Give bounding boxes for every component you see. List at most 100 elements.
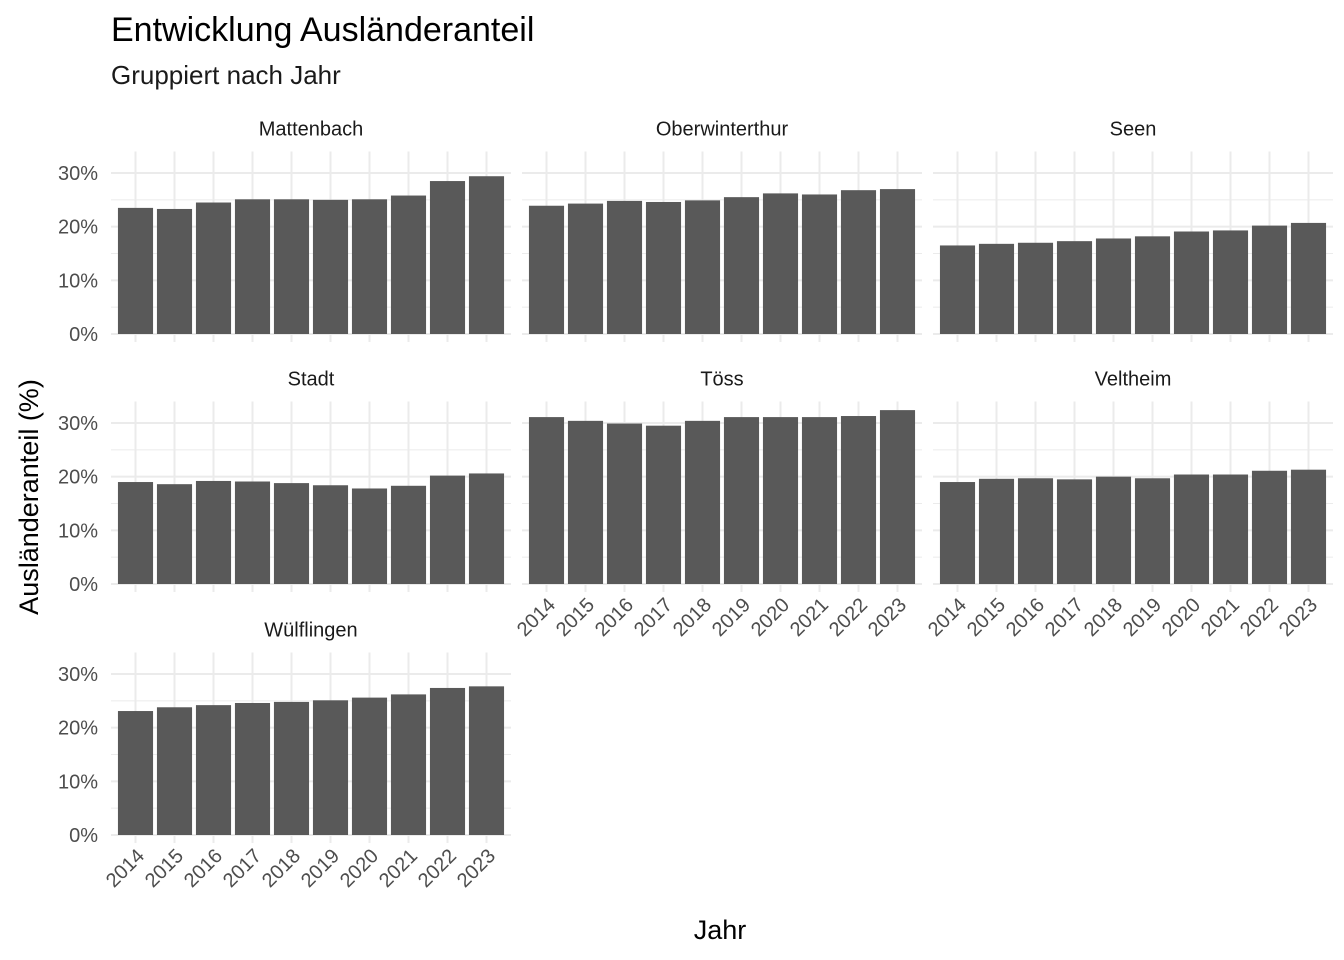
bar [1134, 478, 1171, 584]
bar [156, 208, 193, 334]
y-tick-label: 20% [58, 217, 98, 239]
bar [273, 701, 310, 835]
bar [1017, 478, 1054, 584]
x-tick-label: 2017 [1041, 594, 1088, 641]
bar [117, 482, 154, 584]
bar [273, 483, 310, 584]
bar [762, 193, 799, 334]
bar [468, 473, 505, 584]
bar [1212, 474, 1249, 584]
x-tick-label: 2020 [1158, 594, 1205, 641]
bar [390, 485, 427, 584]
y-tick-label: 30% [58, 163, 98, 185]
bar [1095, 238, 1132, 334]
bar [801, 417, 838, 584]
bar [234, 481, 271, 584]
y-axis-title: Ausländeranteil (%) [14, 379, 44, 615]
x-tick-label: 2022 [1236, 594, 1283, 641]
bar [567, 203, 604, 334]
x-tick-label: 2019 [297, 845, 344, 892]
bar [1173, 231, 1210, 334]
bar [528, 205, 565, 334]
bar [801, 194, 838, 334]
bar [312, 485, 349, 584]
x-tick-label: 2021 [375, 845, 422, 892]
bar [1056, 241, 1093, 334]
x-tick-label: 2018 [1080, 594, 1127, 641]
y-tick-label: 0% [69, 825, 98, 847]
x-tick-label: 2021 [1197, 594, 1244, 641]
bar [468, 686, 505, 835]
bar [879, 189, 916, 334]
facet-panel-7: Wülflingen0%10%20%30%2014201520162017201… [58, 620, 511, 892]
x-tick-label: 2014 [513, 594, 560, 641]
x-tick-label: 2017 [630, 594, 677, 641]
x-tick-label: 2018 [258, 845, 305, 892]
y-tick-label: 10% [58, 270, 98, 292]
y-tick-label: 20% [58, 718, 98, 740]
bar [1173, 474, 1210, 584]
x-tick-label: 2021 [786, 594, 833, 641]
bar [312, 700, 349, 835]
bar [723, 417, 760, 584]
bar [429, 475, 466, 584]
chart-subtitle: Gruppiert nach Jahr [111, 60, 341, 90]
facet-panel-3: Seen [933, 119, 1333, 342]
bar [939, 482, 976, 584]
bar [390, 694, 427, 835]
facet-label: Oberwinterthur [656, 119, 789, 141]
bar [195, 705, 232, 835]
bar [879, 410, 916, 584]
bar [195, 202, 232, 334]
bar [645, 425, 682, 584]
bar [429, 687, 466, 835]
facet-label: Wülflingen [264, 620, 357, 642]
y-tick-label: 0% [69, 574, 98, 596]
bar [978, 243, 1015, 334]
bar [528, 417, 565, 584]
bar [1251, 225, 1288, 334]
bar [273, 199, 310, 334]
bar [468, 176, 505, 334]
bar [429, 181, 466, 334]
bar [567, 420, 604, 584]
facet-label: Stadt [288, 369, 335, 391]
x-tick-label: 2019 [708, 594, 755, 641]
x-tick-label: 2015 [552, 594, 599, 641]
bar [351, 488, 388, 584]
y-tick-label: 10% [58, 771, 98, 793]
x-tick-label: 2014 [102, 845, 149, 892]
bar [117, 207, 154, 334]
bar [723, 197, 760, 334]
bar [351, 697, 388, 835]
facet-panel-4: Stadt 0% 10% 20% 30% [58, 369, 511, 596]
bar [762, 417, 799, 584]
x-tick-label: 2017 [219, 845, 266, 892]
bar [195, 480, 232, 584]
y-tick-label: 20% [58, 467, 98, 489]
x-axis-title: Jahr [694, 915, 747, 945]
bar [840, 416, 877, 584]
bar [1017, 242, 1054, 334]
bar [390, 195, 427, 334]
bar [1290, 469, 1327, 584]
y-tick-label: 30% [58, 413, 98, 435]
facet-label: Veltheim [1095, 369, 1172, 391]
bar [606, 423, 643, 584]
bar [1056, 479, 1093, 584]
x-tick-label: 2020 [747, 594, 794, 641]
bar [1290, 222, 1327, 334]
x-tick-label: 2023 [1275, 594, 1322, 641]
bar [1251, 470, 1288, 584]
x-tick-label: 2015 [963, 594, 1010, 641]
x-tick-label: 2022 [825, 594, 872, 641]
facet-label: Töss [700, 369, 743, 391]
facet-panels: Mattenbach 0% 10% 20% 30% Oberwinterthur Seen S… [58, 119, 1333, 892]
x-tick-label: 2016 [180, 845, 227, 892]
x-tick-label: 2022 [414, 845, 461, 892]
x-tick-label: 2020 [336, 845, 383, 892]
bar [684, 200, 721, 334]
facet-panel-2: Oberwinterthur [522, 119, 922, 342]
bar [939, 245, 976, 334]
